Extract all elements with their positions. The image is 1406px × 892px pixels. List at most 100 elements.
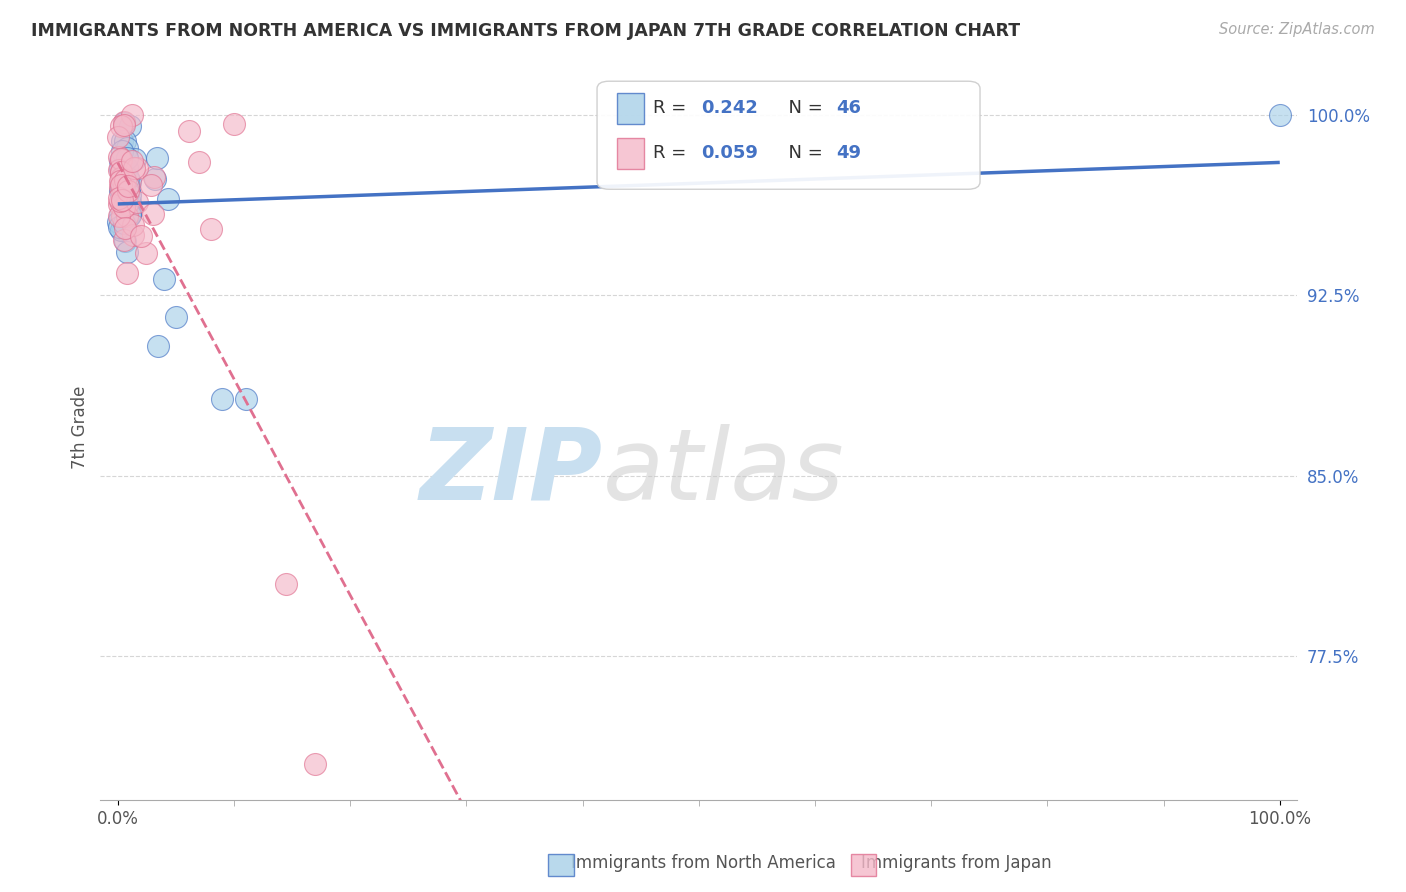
Point <box>110 120 132 134</box>
Point <box>118 210 141 224</box>
Point <box>112 115 135 129</box>
Point <box>200 222 222 236</box>
Point <box>235 392 257 406</box>
Point <box>108 161 131 176</box>
Point <box>148 339 170 353</box>
Point <box>111 209 134 223</box>
Point <box>122 227 145 242</box>
Point <box>110 164 132 178</box>
Text: R =: R = <box>654 145 692 162</box>
FancyBboxPatch shape <box>617 93 644 124</box>
Point <box>276 577 298 591</box>
Point <box>135 245 157 260</box>
Point <box>117 245 139 260</box>
Point <box>111 173 134 187</box>
Point <box>108 209 131 223</box>
Point <box>115 210 138 224</box>
Point <box>121 108 143 122</box>
Point <box>115 141 138 155</box>
Point <box>124 153 146 167</box>
Point <box>188 154 211 169</box>
Point <box>222 117 245 131</box>
Point <box>111 134 134 148</box>
Point <box>165 310 187 325</box>
Text: N =: N = <box>776 145 828 162</box>
Point <box>125 161 148 175</box>
Point <box>146 151 169 165</box>
FancyBboxPatch shape <box>617 138 644 169</box>
Text: Source: ZipAtlas.com: Source: ZipAtlas.com <box>1219 22 1375 37</box>
Point <box>115 191 138 205</box>
Text: N =: N = <box>776 99 828 117</box>
Point <box>110 178 132 192</box>
Point <box>117 178 139 193</box>
Point <box>111 171 134 186</box>
Point <box>118 208 141 222</box>
Point <box>115 266 138 280</box>
Point <box>157 192 180 206</box>
Point <box>108 154 131 169</box>
Text: 0.242: 0.242 <box>702 99 758 117</box>
Point <box>114 159 136 173</box>
Point <box>112 179 135 194</box>
Point <box>114 220 136 235</box>
Point <box>118 120 141 134</box>
Point <box>122 161 145 175</box>
Point <box>121 154 143 169</box>
Point <box>108 197 131 211</box>
Point <box>111 144 134 158</box>
Point <box>112 222 135 236</box>
Point <box>112 200 135 214</box>
Point <box>107 130 129 145</box>
Point <box>118 195 141 210</box>
Point <box>142 207 165 221</box>
Point <box>115 161 138 176</box>
Point <box>108 179 131 194</box>
Point <box>110 153 132 167</box>
Text: 46: 46 <box>837 99 862 117</box>
Point <box>110 165 132 179</box>
Point <box>114 172 136 186</box>
Point <box>153 271 176 285</box>
Point <box>143 171 166 186</box>
Text: 49: 49 <box>837 145 862 162</box>
Text: 0.059: 0.059 <box>702 145 758 162</box>
Point <box>122 218 145 232</box>
Point <box>110 171 132 186</box>
Point <box>108 163 131 178</box>
Point <box>117 179 139 194</box>
Point <box>107 215 129 229</box>
Point <box>129 228 152 243</box>
Point <box>141 178 163 193</box>
Point <box>107 150 129 164</box>
Text: IMMIGRANTS FROM NORTH AMERICA VS IMMIGRANTS FROM JAPAN 7TH GRADE CORRELATION CHA: IMMIGRANTS FROM NORTH AMERICA VS IMMIGRA… <box>31 22 1021 40</box>
Point <box>117 151 139 165</box>
Text: R =: R = <box>654 99 692 117</box>
Point <box>1268 108 1291 122</box>
Point <box>117 170 139 185</box>
Point <box>120 207 142 221</box>
Point <box>125 195 148 210</box>
Point <box>110 223 132 237</box>
Point <box>304 757 326 772</box>
Point <box>117 184 139 198</box>
Point <box>211 392 233 406</box>
Point <box>117 185 139 199</box>
Text: Immigrants from North America: Immigrants from North America <box>571 855 835 872</box>
Point <box>108 184 131 198</box>
Point <box>114 234 136 248</box>
Point <box>111 168 134 182</box>
Point <box>112 118 135 132</box>
Point <box>118 187 141 202</box>
Point <box>118 175 141 189</box>
Point <box>111 194 134 208</box>
Point <box>115 196 138 211</box>
Point <box>108 208 131 222</box>
Point <box>118 206 141 220</box>
Point <box>108 219 131 234</box>
Point <box>112 233 135 247</box>
Point <box>111 156 134 170</box>
Point <box>114 134 136 148</box>
FancyBboxPatch shape <box>598 81 980 189</box>
Text: Immigrants from Japan: Immigrants from Japan <box>860 855 1052 872</box>
